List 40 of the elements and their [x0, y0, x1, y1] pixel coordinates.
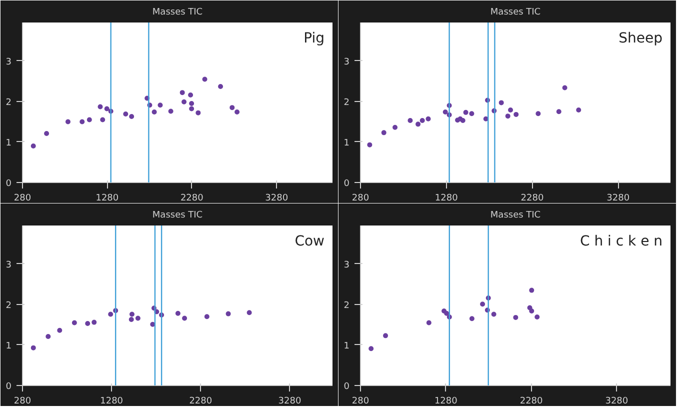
- x-tick-label: 280: [352, 396, 370, 406]
- x-tick-label: 2280: [180, 194, 204, 204]
- annotation: C h i c k e n: [580, 234, 662, 250]
- x-tick-label: 3280: [265, 194, 288, 204]
- y-tick-label: 0: [344, 382, 350, 392]
- annotation: Pig: [304, 30, 325, 46]
- y-tick-label: 3: [344, 260, 350, 270]
- x-tick-label: 1280: [434, 396, 458, 406]
- y-tick-label: 1: [344, 138, 350, 148]
- x-tick-label: 3280: [278, 396, 302, 406]
- annotation: Sheep: [618, 30, 663, 46]
- x-tick-label: 1280: [100, 396, 124, 406]
- y-tick-label: 2: [6, 98, 12, 108]
- y-tick-label: 3: [6, 57, 12, 68]
- x-tick-label: 3280: [606, 194, 630, 204]
- y-tick-label: 2: [344, 300, 350, 311]
- y-tick-label: 2: [344, 98, 350, 108]
- x-tick-label: 3280: [605, 396, 628, 406]
- annotation: Cow: [294, 234, 325, 250]
- y-tick-label: 3: [6, 260, 12, 270]
- chart-title: Masses TIC: [152, 210, 203, 220]
- y-tick-label: 1: [6, 138, 12, 148]
- y-tick-label: 0: [6, 179, 12, 189]
- y-tick-label: 0: [344, 179, 350, 189]
- y-tick-label: 3: [344, 57, 350, 68]
- chart-title: Masses TIC: [152, 8, 203, 18]
- y-tick-label: 1: [344, 341, 350, 352]
- x-tick-label: 280: [352, 194, 370, 204]
- x-tick-label: 1280: [434, 194, 458, 204]
- y-tick-label: 1: [6, 341, 12, 352]
- x-tick-label: 2280: [520, 194, 544, 204]
- x-tick-label: 280: [14, 194, 32, 204]
- y-tick-label: 2: [6, 300, 12, 311]
- chart-title: Masses TIC: [490, 210, 541, 220]
- x-tick-label: 280: [14, 396, 32, 406]
- chart-title: Masses TIC: [490, 8, 541, 18]
- x-tick-label: 1280: [96, 194, 119, 204]
- x-tick-label: 2280: [189, 396, 212, 406]
- y-tick-label: 0: [6, 382, 12, 392]
- x-tick-label: 2280: [520, 396, 544, 406]
